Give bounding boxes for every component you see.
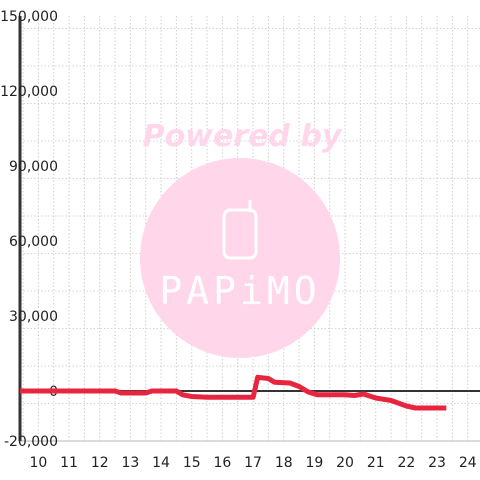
x-tick-label: 18 — [275, 455, 293, 471]
x-tick-label: 14 — [152, 455, 170, 471]
x-tick-label: 20 — [336, 455, 354, 471]
papimo-watermark: Powered by PAPiMO — [140, 119, 343, 358]
y-tick-label: -20,000 — [4, 434, 58, 450]
grid — [20, 16, 480, 442]
x-tick-label: 11 — [60, 455, 78, 471]
x-tick-label: 19 — [305, 455, 323, 471]
x-tick-label: 10 — [29, 455, 47, 471]
y-tick-label: 120,000 — [0, 84, 58, 100]
y-tick-label: 90,000 — [9, 159, 58, 175]
watermark-powered-by-text: Powered by — [143, 119, 343, 154]
x-tick-label: 22 — [397, 455, 415, 471]
x-tick-label: 24 — [459, 455, 477, 471]
x-tick-label: 17 — [244, 455, 262, 471]
series-line — [20, 374, 447, 411]
x-tick-label: 21 — [367, 455, 385, 471]
series — [20, 374, 447, 411]
x-tick-label: 12 — [91, 455, 109, 471]
x-tick-label: 23 — [428, 455, 446, 471]
watermark-logo-text: PAPiMO — [159, 269, 320, 313]
y-tick-label: 60,000 — [9, 234, 58, 250]
x-tick-label: 13 — [121, 455, 139, 471]
y-tick-label: 30,000 — [9, 309, 58, 325]
phone-icon — [222, 200, 258, 260]
x-tick-label: 15 — [183, 455, 201, 471]
x-tick-label: 16 — [213, 455, 231, 471]
y-tick-label: 150,000 — [0, 9, 58, 25]
